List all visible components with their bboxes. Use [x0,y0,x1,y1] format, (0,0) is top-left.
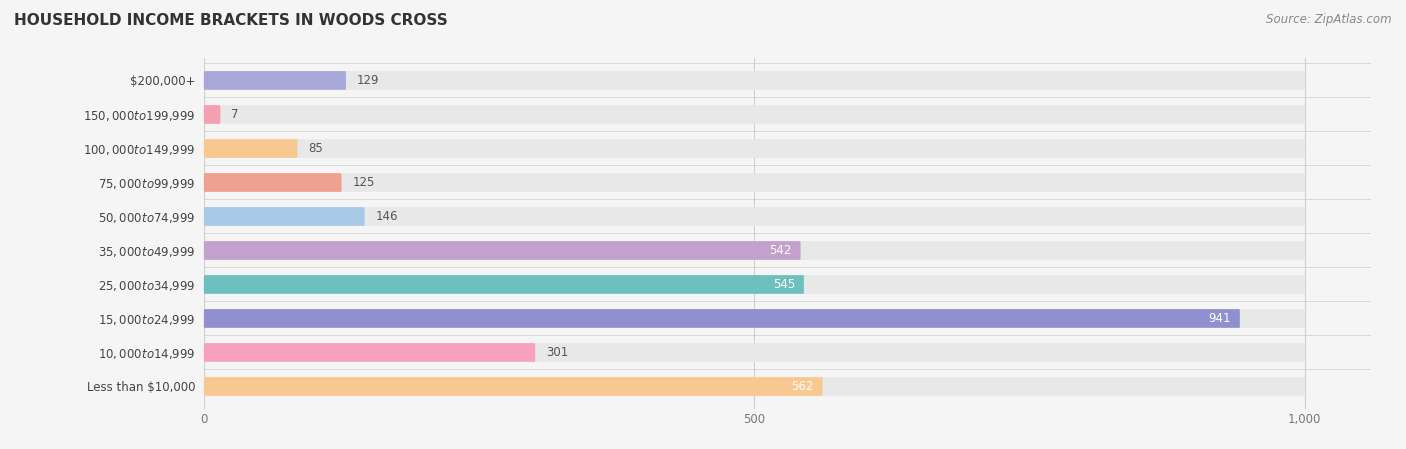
FancyBboxPatch shape [204,309,1240,328]
FancyBboxPatch shape [204,71,1305,90]
FancyBboxPatch shape [204,71,346,90]
FancyBboxPatch shape [204,139,1305,158]
Text: 542: 542 [769,244,792,257]
FancyBboxPatch shape [204,343,1305,362]
FancyBboxPatch shape [204,377,823,396]
FancyBboxPatch shape [204,207,364,226]
Text: 562: 562 [792,380,814,393]
FancyBboxPatch shape [204,241,1305,260]
Text: 941: 941 [1209,312,1232,325]
Text: 85: 85 [308,142,323,155]
FancyBboxPatch shape [204,173,342,192]
Text: 125: 125 [353,176,375,189]
FancyBboxPatch shape [204,105,1305,124]
FancyBboxPatch shape [204,309,1305,328]
Text: 146: 146 [375,210,398,223]
FancyBboxPatch shape [204,343,536,362]
Text: 545: 545 [773,278,794,291]
FancyBboxPatch shape [204,241,800,260]
FancyBboxPatch shape [204,275,1305,294]
FancyBboxPatch shape [204,173,1305,192]
Text: Source: ZipAtlas.com: Source: ZipAtlas.com [1267,13,1392,26]
Text: 129: 129 [357,74,380,87]
FancyBboxPatch shape [204,139,298,158]
FancyBboxPatch shape [204,377,1305,396]
FancyBboxPatch shape [204,105,221,124]
Text: 7: 7 [232,108,239,121]
Text: 301: 301 [547,346,568,359]
FancyBboxPatch shape [204,207,1305,226]
Text: HOUSEHOLD INCOME BRACKETS IN WOODS CROSS: HOUSEHOLD INCOME BRACKETS IN WOODS CROSS [14,13,447,28]
FancyBboxPatch shape [204,275,804,294]
